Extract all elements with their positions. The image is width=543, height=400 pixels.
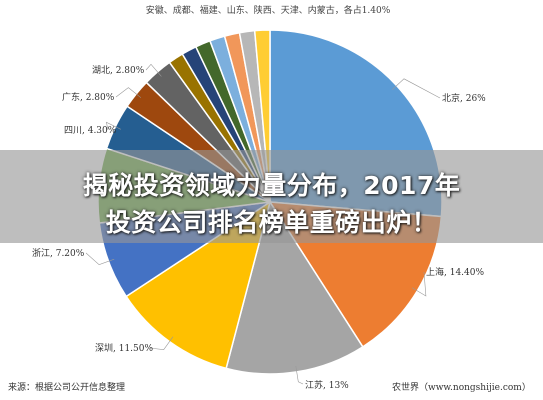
- headline-banner: [0, 150, 543, 243]
- leader-line: [85, 252, 115, 266]
- slice-label-jiangsu: 江苏, 13%: [305, 379, 349, 391]
- leader-lines: [85, 63, 441, 385]
- watermark: 农世界（www.nongshijie.com）: [392, 381, 531, 393]
- leader-line: [145, 63, 162, 77]
- leader-line: [149, 336, 174, 351]
- headline-line-2: 投资公司排名榜单重磅出炉！: [105, 208, 438, 237]
- top-group-label: 安徽、成都、福建、山东、陕西、天津、内蒙古，各占1.40%: [146, 4, 391, 16]
- leader-line: [391, 78, 441, 99]
- slice-label-zhejiang: 浙江, 7.20%: [32, 247, 85, 259]
- slice-label-shenzhen: 深圳, 11.50%: [95, 343, 153, 354]
- leader-line: [295, 365, 304, 385]
- slice-label-hubei: 湖北, 2.80%: [92, 65, 145, 76]
- leader-line: [105, 121, 121, 131]
- slice-label-beijing: 北京, 26%: [442, 92, 486, 104]
- source-note: 来源：根据公司公开信息整理: [8, 381, 125, 393]
- slice-label-sichuan: 四川, 4.30%: [64, 126, 117, 136]
- slice-label-shanghai: 上海, 14.40%: [426, 266, 484, 278]
- headline-line-1: 揭秘投资领域力量分布，2017年: [82, 171, 461, 200]
- leader-line: [115, 87, 142, 98]
- leader-line: [411, 271, 427, 297]
- slice-label-guangdong: 广东, 2.80%: [62, 91, 115, 103]
